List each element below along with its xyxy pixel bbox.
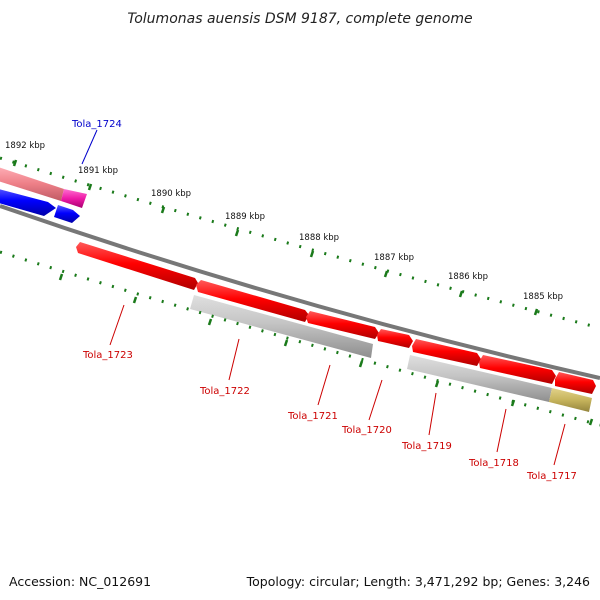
gene-label-tola1724[interactable]: Tola_1724 bbox=[71, 119, 122, 130]
leader-line-tola1717 bbox=[553, 423, 566, 466]
gene-red-tola1719[interactable] bbox=[412, 339, 481, 366]
gene-blue-tola1724-part1[interactable] bbox=[0, 188, 56, 216]
gene-magenta-upstream bbox=[61, 189, 87, 208]
kbp-label-1891: 1891 kbp bbox=[78, 166, 118, 176]
gene-red-tola1721[interactable] bbox=[306, 311, 379, 339]
gene-red-tola1718[interactable] bbox=[479, 355, 556, 384]
gene-label-tola1719[interactable]: Tola_1719 bbox=[401, 441, 452, 452]
backbone-line bbox=[0, 204, 600, 380]
leader-line-tola1720 bbox=[368, 379, 383, 421]
gene-red-tola1717[interactable] bbox=[555, 372, 596, 394]
gene-olive-right bbox=[549, 388, 592, 412]
gene-label-tola1720[interactable]: Tola_1720 bbox=[341, 425, 392, 436]
leader-line-tola1724 bbox=[81, 129, 98, 165]
topology-text: Topology: circular; Length: 3,471,292 bp… bbox=[246, 574, 590, 589]
gene-grey-middle bbox=[190, 295, 373, 358]
kbp-label-1889: 1889 kbp bbox=[225, 212, 265, 222]
leader-line-tola1721 bbox=[317, 364, 331, 406]
gene-label-tola1722[interactable]: Tola_1722 bbox=[199, 386, 250, 397]
leader-line-tola1723 bbox=[109, 304, 125, 346]
gene-red-tola1720[interactable] bbox=[377, 329, 413, 348]
outer-major-ticks bbox=[12, 159, 539, 316]
inner-tick-track bbox=[0, 250, 600, 427]
leader-line-tola1722 bbox=[228, 338, 240, 381]
gene-label-tola1717[interactable]: Tola_1717 bbox=[526, 471, 577, 482]
gene-grey-right bbox=[407, 355, 552, 402]
gene-red-tola1723[interactable] bbox=[76, 242, 198, 290]
kbp-label-1886: 1886 kbp bbox=[448, 272, 488, 282]
gene-label-tola1723[interactable]: Tola_1723 bbox=[82, 350, 133, 361]
gene-pink-upstream bbox=[0, 167, 64, 201]
gene-label-tola1721[interactable]: Tola_1721 bbox=[287, 411, 338, 422]
outer-tick-track bbox=[0, 156, 600, 330]
accession-text: Accession: NC_012691 bbox=[9, 574, 151, 589]
leader-line-tola1718 bbox=[496, 408, 507, 453]
gene-red-tola1722[interactable] bbox=[196, 280, 309, 322]
leader-line-tola1719 bbox=[428, 392, 437, 436]
inner-major-ticks bbox=[58, 273, 594, 426]
kbp-label-1887: 1887 kbp bbox=[374, 253, 414, 263]
kbp-label-1888: 1888 kbp bbox=[299, 233, 339, 243]
gene-blue-tola1724-part2[interactable] bbox=[54, 205, 80, 223]
kbp-label-1885: 1885 kbp bbox=[523, 292, 563, 302]
map-title: Tolumonas auensis DSM 9187, complete gen… bbox=[127, 11, 472, 27]
kbp-label-1892: 1892 kbp bbox=[5, 141, 45, 151]
kbp-label-1890: 1890 kbp bbox=[151, 189, 191, 199]
gene-label-tola1718[interactable]: Tola_1718 bbox=[468, 458, 519, 469]
